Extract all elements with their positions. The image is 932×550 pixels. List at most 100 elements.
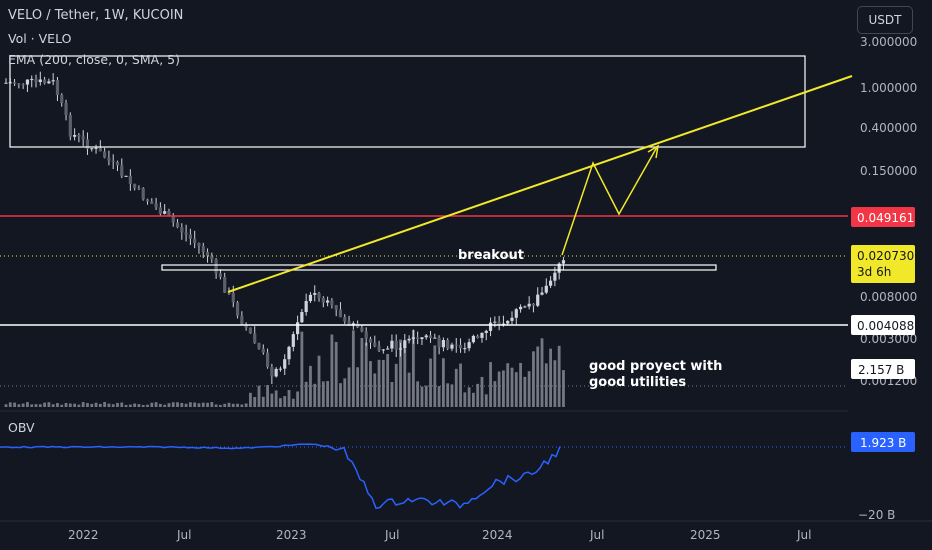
- candle: [364, 331, 368, 339]
- projection-path[interactable]: [561, 146, 658, 256]
- yellow-trendline[interactable]: [227, 75, 853, 293]
- volume-bar: [459, 363, 462, 407]
- candle: [531, 303, 536, 306]
- ema-indicator-label[interactable]: EMA (200, close, 0, SMA, 5): [8, 52, 180, 67]
- volume-bar: [424, 385, 428, 407]
- volume-bar: [30, 404, 34, 407]
- volume-bar: [326, 381, 330, 407]
- volume-bar: [244, 403, 248, 407]
- price-tick: 0.400000: [860, 121, 917, 135]
- volume-bar: [450, 384, 454, 407]
- candle: [373, 342, 377, 347]
- obv-value-label: 1.923 B: [860, 436, 906, 450]
- volume-bar: [300, 331, 304, 407]
- volume-bar: [399, 339, 402, 407]
- volume-bar: [193, 402, 197, 407]
- volume-bar: [8, 402, 12, 407]
- volume-bar: [124, 404, 128, 407]
- volume-bar: [506, 363, 510, 407]
- symbol-title[interactable]: VELO / Tether, 1W, KUCOIN: [8, 8, 184, 23]
- volume-bar: [266, 385, 269, 407]
- candle: [506, 320, 510, 324]
- currency-button[interactable]: USDT: [857, 6, 913, 34]
- candle: [38, 79, 42, 83]
- candle: [295, 322, 300, 335]
- volume-bar: [64, 403, 68, 407]
- breakout-zone-box[interactable]: [161, 264, 717, 271]
- candle: [488, 322, 493, 331]
- price-tick: 1.000000: [860, 81, 917, 95]
- volume-bar: [56, 403, 59, 407]
- volume-bar: [523, 376, 527, 407]
- volume-bar: [407, 372, 411, 407]
- volume-bar: [502, 370, 505, 407]
- candle: [21, 84, 25, 86]
- volume-bar: [467, 387, 471, 407]
- volume-bar: [489, 362, 492, 407]
- volume-indicator-label[interactable]: Vol · VELO: [8, 31, 72, 46]
- candle: [304, 301, 308, 313]
- volume-bar: [544, 363, 548, 407]
- candle: [514, 309, 518, 318]
- obv-tick: −20 B: [858, 508, 895, 522]
- volume-bar: [137, 404, 141, 407]
- volume-bar: [454, 368, 458, 407]
- candle: [377, 346, 381, 351]
- volume-bar: [497, 371, 501, 407]
- volume-bar: [274, 390, 278, 407]
- volume-bar: [236, 403, 239, 407]
- candle: [454, 344, 458, 346]
- candle: [437, 337, 441, 348]
- candle: [561, 260, 566, 264]
- candle: [274, 368, 278, 377]
- candle: [163, 211, 167, 214]
- obv-indicator-label[interactable]: OBV: [8, 420, 35, 435]
- resistance-zone-box[interactable]: [9, 55, 806, 148]
- candle: [218, 273, 223, 277]
- candle: [424, 335, 428, 338]
- candle: [330, 300, 334, 306]
- volume-bar: [403, 349, 407, 407]
- volume-bars: [4, 330, 565, 407]
- volume-bar: [141, 404, 145, 407]
- candle: [137, 188, 141, 190]
- volume-bar: [210, 402, 214, 407]
- candle: [17, 83, 21, 85]
- volume-bar: [356, 367, 360, 407]
- candle: [111, 160, 115, 162]
- candle: [94, 147, 98, 149]
- obv-value-label-bg: [851, 432, 915, 452]
- volume-bar: [227, 402, 231, 407]
- candle: [193, 238, 197, 244]
- candle: [261, 348, 265, 353]
- candle: [343, 317, 347, 322]
- volume-bar: [386, 354, 390, 407]
- current-price-label: 0.020730: [857, 249, 914, 263]
- candle: [527, 303, 531, 307]
- candle: [128, 175, 132, 185]
- volume-bar: [214, 404, 218, 407]
- time-axis[interactable]: 2022 Jul 2023 Jul 2024 Jul 2025 Jul: [68, 528, 811, 542]
- volume-bar: [94, 402, 98, 407]
- volume-bar: [480, 376, 484, 407]
- volume-bar: [257, 385, 261, 407]
- candle: [480, 332, 484, 338]
- time-tick: Jul: [176, 528, 191, 542]
- candle: [141, 188, 145, 200]
- candles: [4, 71, 566, 385]
- volume-bar: [339, 383, 342, 407]
- candle: [317, 293, 321, 298]
- candle: [334, 305, 338, 310]
- volume-bar: [253, 396, 257, 407]
- candle: [433, 337, 437, 339]
- candle: [124, 175, 128, 177]
- candle: [55, 80, 60, 95]
- candle: [283, 359, 287, 369]
- volume-bar: [163, 404, 167, 407]
- red-line-price-label-bg: [851, 207, 915, 227]
- candle: [167, 211, 171, 217]
- time-tick: Jul: [796, 528, 811, 542]
- candle: [278, 368, 283, 370]
- volume-bar: [549, 348, 552, 407]
